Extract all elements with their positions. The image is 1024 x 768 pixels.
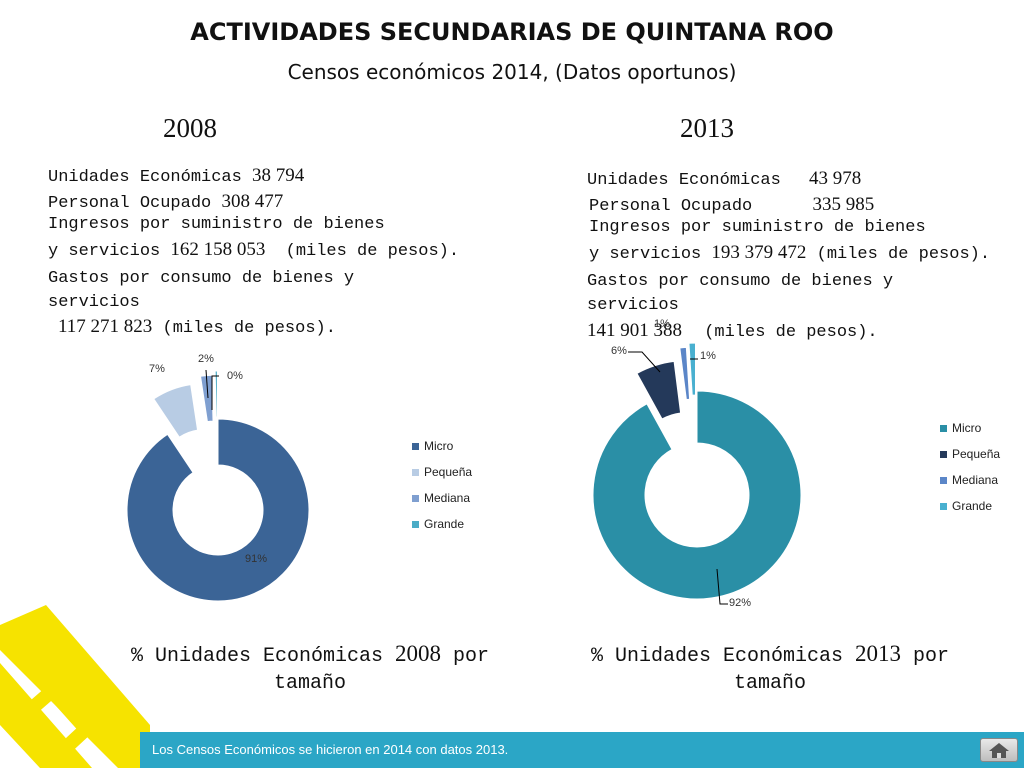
legend-label: Grande — [952, 499, 992, 513]
legend-label: Micro — [424, 439, 454, 453]
slice-grande — [214, 370, 218, 418]
year-2008-heading: 2008 — [163, 113, 217, 143]
ue-2008: Unidades Económicas 38 794 — [48, 165, 304, 187]
leader-line — [211, 375, 219, 410]
ue-value: 43 978 — [809, 168, 862, 189]
gas-2013: 141 901 388 (miles de pesos). — [587, 320, 878, 342]
ing-2013-clip: y servicios 193 379 472 (miles de pesos)… — [589, 242, 1024, 264]
ing-unit: (miles de pesos). — [285, 242, 460, 261]
po-2013: Personal Ocupado 335 985 — [589, 194, 874, 216]
legend-label: Grande — [424, 517, 464, 531]
data-label: 92% — [729, 597, 751, 609]
ing-2013-label-1: Ingresos por suministro de bienes — [589, 218, 926, 237]
gas-unit: (miles de pesos). — [162, 319, 336, 338]
legend-swatch — [412, 443, 419, 450]
ing-unit: (miles de pesos). — [816, 245, 991, 264]
caption-por: por — [913, 645, 950, 668]
leader-line — [716, 568, 728, 605]
po-label: Personal Ocupado — [48, 194, 212, 213]
slice-micro — [592, 390, 802, 600]
caption-year: 2008 — [395, 641, 442, 666]
gas-value: 141 901 388 — [587, 320, 682, 341]
home-icon — [989, 743, 1009, 758]
donut-chart-2013: 92% 6% 1% 1% Micro Pequeña Mediana Grande — [592, 318, 1000, 609]
ue-value: 38 794 — [252, 165, 305, 186]
slice-pequena — [636, 360, 682, 420]
data-label: 1% — [654, 318, 670, 330]
data-label: 0% — [227, 370, 243, 382]
slice-micro — [126, 418, 310, 602]
legend-label: Mediana — [424, 491, 470, 505]
legend-swatch — [412, 469, 419, 476]
logo-band — [0, 605, 150, 768]
donut-chart-2008: 91% 7% 2% 0% Micro Pequeña Mediana Grande — [126, 353, 472, 602]
footer-bar — [140, 732, 1024, 768]
ue-2013: Unidades Económicas 43 978 — [587, 168, 887, 190]
ing-2008-label-1: Ingresos por suministro de bienes — [48, 215, 385, 234]
po-label: Personal Ocupado — [589, 197, 753, 216]
logo-square — [11, 681, 96, 765]
ue-label: Unidades Económicas — [48, 168, 242, 187]
ing-value: 193 379 472 — [711, 242, 807, 263]
legend-swatch — [940, 451, 947, 458]
legend-label: Micro — [952, 421, 982, 435]
legend-swatch — [940, 503, 947, 510]
slice-grande — [688, 342, 696, 396]
ing-2013: y servicios 193 379 472 (miles de pesos)… — [589, 242, 1024, 264]
legend-label: Pequeña — [952, 447, 1000, 461]
po-2008: Personal Ocupado 308 477 — [48, 191, 283, 213]
legend-swatch — [940, 477, 947, 484]
legend-label: Mediana — [952, 473, 998, 487]
page-subtitle: Censos económicos 2014, (Datos oportunos… — [287, 60, 737, 84]
data-label: 6% — [611, 345, 627, 357]
page-title: ACTIVIDADES SECUNDARIAS DE QUINTANA ROO — [190, 18, 834, 46]
ing-label-2: y servicios — [589, 245, 702, 264]
footer-text: Los Censos Económicos se hicieron en 201… — [152, 742, 509, 757]
po-value: 308 477 — [221, 191, 284, 212]
gas-2008-label-2: servicios — [48, 293, 140, 312]
ing-value: 162 158 053 — [170, 239, 266, 260]
data-label: 2% — [198, 353, 214, 365]
legend-swatch — [412, 495, 419, 502]
logo-graphic — [0, 605, 150, 768]
year-2013-heading: 2013 — [680, 113, 734, 143]
legend-label: Pequeña — [424, 465, 472, 479]
data-label: 7% — [149, 363, 165, 375]
legend-swatch — [940, 425, 947, 432]
caption-por: por — [453, 645, 490, 668]
data-label: 1% — [700, 350, 716, 362]
leader-line — [205, 369, 209, 399]
ue-label: Unidades Económicas — [587, 171, 781, 190]
slice-mediana — [199, 374, 214, 423]
gas-2008-label-1: Gastos por consumo de bienes y — [48, 269, 355, 288]
home-button[interactable] — [980, 738, 1018, 762]
po-value: 335 985 — [812, 194, 875, 215]
gas-2013-label-1: Gastos por consumo de bienes y — [587, 272, 894, 291]
legend-swatch — [412, 521, 419, 528]
caption-tamano: tamaño — [733, 672, 806, 695]
ing-label-2: y servicios — [48, 242, 161, 261]
caption-tamano: tamaño — [273, 672, 346, 695]
leader-line — [628, 351, 661, 373]
caption-label: % Unidades Económicas — [590, 645, 843, 668]
data-label: 91% — [245, 553, 267, 565]
gas-2008: 117 271 823 (miles de pesos). — [58, 316, 336, 338]
slice-pequena — [153, 384, 199, 438]
gas-2013-label-2: servicios — [587, 296, 679, 315]
gas-value: 117 271 823 — [58, 316, 153, 337]
slice-mediana — [679, 346, 691, 401]
ing-2008: y servicios 162 158 053 (miles de pesos)… — [48, 239, 459, 261]
caption-label: % Unidades Económicas — [130, 645, 383, 668]
gas-unit: (miles de pesos). — [704, 323, 878, 342]
caption-year: 2013 — [855, 641, 902, 666]
caption-2013: % Unidades Económicas 2013 por tamaño — [555, 640, 985, 697]
caption-2008: % Unidades Económicas 2008 por tamaño — [95, 640, 525, 697]
